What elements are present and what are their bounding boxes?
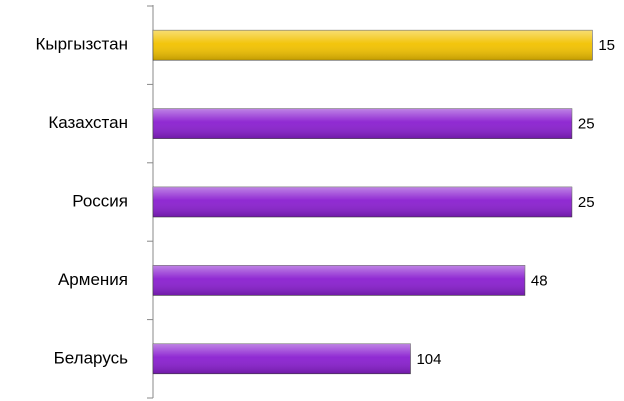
- category-label: Россия: [72, 191, 128, 210]
- category-label: Казахстан: [48, 113, 128, 132]
- data-label: 48: [531, 272, 548, 289]
- bar-highlight: [153, 108, 572, 139]
- category-label: Армения: [58, 270, 128, 289]
- category-label: Беларусь: [54, 348, 128, 367]
- bar-highlight: [153, 343, 411, 374]
- data-label: 25: [578, 194, 595, 211]
- data-label: 104: [416, 351, 441, 368]
- data-label: 25: [578, 116, 595, 133]
- bar-highlight: [153, 30, 593, 61]
- category-label: Кыргызстан: [35, 35, 128, 54]
- bar-highlight: [153, 187, 572, 217]
- data-label: 15: [598, 37, 615, 54]
- bar-highlight: [153, 265, 525, 296]
